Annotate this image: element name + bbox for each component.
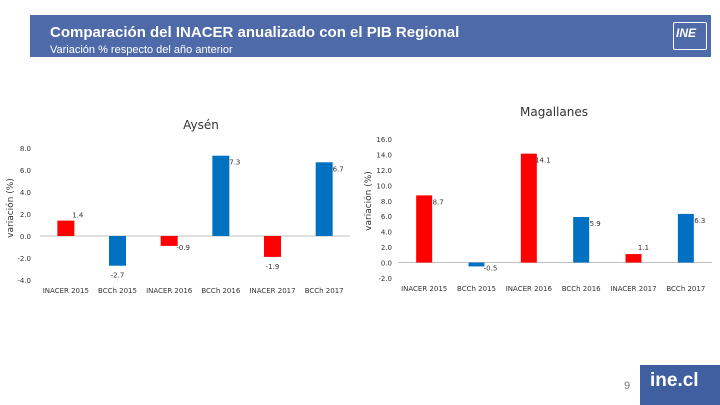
magallanes-data-label: 8.7 [433, 198, 444, 206]
magallanes-y-tick-label: 2.0 [381, 244, 392, 252]
magallanes-y-tick-label: 10.0 [376, 182, 392, 190]
magallanes-category-label: INACER 2015 [401, 285, 447, 293]
aysen-data-label: 6.7 [333, 165, 344, 173]
slide-subtitle: Variación % respecto del año anterior [50, 44, 233, 56]
magallanes-data-label: -0.5 [484, 264, 498, 272]
aysen-y-tick-label: 8.0 [20, 145, 31, 153]
magallanes-y-axis-label: variación (%) [363, 171, 374, 231]
magallanes-y-tick-label: 16.0 [376, 136, 392, 144]
aysen-bar-bcch-2015 [109, 236, 126, 266]
slide-header: Comparación del INACER anualizado con el… [30, 15, 711, 57]
aysen-category-label: BCCh 2016 [201, 287, 240, 295]
magallanes-bar-bcch-2015 [468, 262, 485, 267]
aysen-y-tick-label: -4.0 [17, 277, 31, 285]
magallanes-y-tick-label: 14.0 [376, 151, 392, 159]
aysen-data-label: -1.9 [266, 263, 280, 271]
magallanes-category-label: BCCh 2016 [562, 285, 601, 293]
footer-bar [640, 365, 720, 405]
aysen-data-label: 1.4 [72, 212, 84, 220]
magallanes-data-label: 6.3 [694, 217, 705, 225]
aysen-y-tick-label: 0.0 [20, 233, 31, 241]
slide-title: Comparación del INACER anualizado con el… [50, 24, 460, 41]
magallanes-bar-inacer-2015 [416, 195, 433, 263]
magallanes-y-tick-label: 8.0 [381, 198, 392, 206]
magallanes-y-tick-label: 12.0 [376, 167, 392, 175]
magallanes-category-label: BCCh 2015 [457, 285, 496, 293]
aysen-y-tick-label: -2.0 [17, 255, 31, 263]
aysen-y-tick-label: 4.0 [20, 189, 31, 197]
footer-brand-link[interactable]: ine.cl [650, 370, 699, 391]
ine-logo: INE [673, 22, 707, 50]
aysen-category-label: BCCh 2015 [98, 287, 137, 295]
aysen-category-label: INACER 2016 [146, 287, 193, 295]
magallanes-y-tick-label: 0.0 [381, 260, 392, 268]
magallanes-bar-inacer-2016 [520, 153, 537, 263]
magallanes-category-label: INACER 2017 [610, 285, 656, 293]
aysen-y-tick-label: 2.0 [20, 211, 31, 219]
magallanes-data-label: 14.1 [535, 157, 551, 165]
aysen-bar-bcch-2016 [212, 155, 230, 236]
magallanes-y-tick-label: -2.0 [378, 275, 392, 283]
aysen-y-tick-label: 6.0 [20, 167, 31, 175]
aysen-bar-inacer-2015 [57, 220, 75, 236]
magallanes-bar-inacer-2017 [625, 254, 642, 263]
aysen-chart-title: Aysén [183, 118, 219, 132]
magallanes-data-label: 1.1 [638, 244, 649, 252]
aysen-data-label: -2.7 [111, 272, 125, 280]
magallanes-category-label: INACER 2016 [506, 285, 553, 293]
magallanes-data-label: 5.9 [590, 220, 601, 228]
aysen-bar-inacer-2016 [160, 236, 178, 246]
magallanes-bar-bcch-2016 [573, 216, 590, 263]
aysen-data-label: -0.9 [176, 244, 190, 252]
page-number: 9 [624, 380, 631, 392]
magallanes-chart-title: Magallanes [520, 105, 588, 119]
aysen-data-label: 7.3 [229, 159, 240, 167]
aysen-bar-bcch-2017 [315, 162, 333, 236]
aysen-y-axis-label: variación (%) [5, 178, 16, 238]
aysen-category-label: INACER 2015 [43, 287, 89, 295]
ine-logo-text: INE [676, 26, 697, 40]
magallanes-y-tick-label: 4.0 [381, 229, 392, 237]
magallanes-category-label: BCCh 2017 [666, 285, 705, 293]
magallanes-bar-bcch-2017 [677, 213, 694, 263]
aysen-category-label: INACER 2017 [249, 287, 295, 295]
aysen-category-label: BCCh 2017 [305, 287, 344, 295]
magallanes-y-tick-label: 6.0 [381, 213, 392, 221]
aysen-bar-inacer-2017 [264, 236, 281, 257]
